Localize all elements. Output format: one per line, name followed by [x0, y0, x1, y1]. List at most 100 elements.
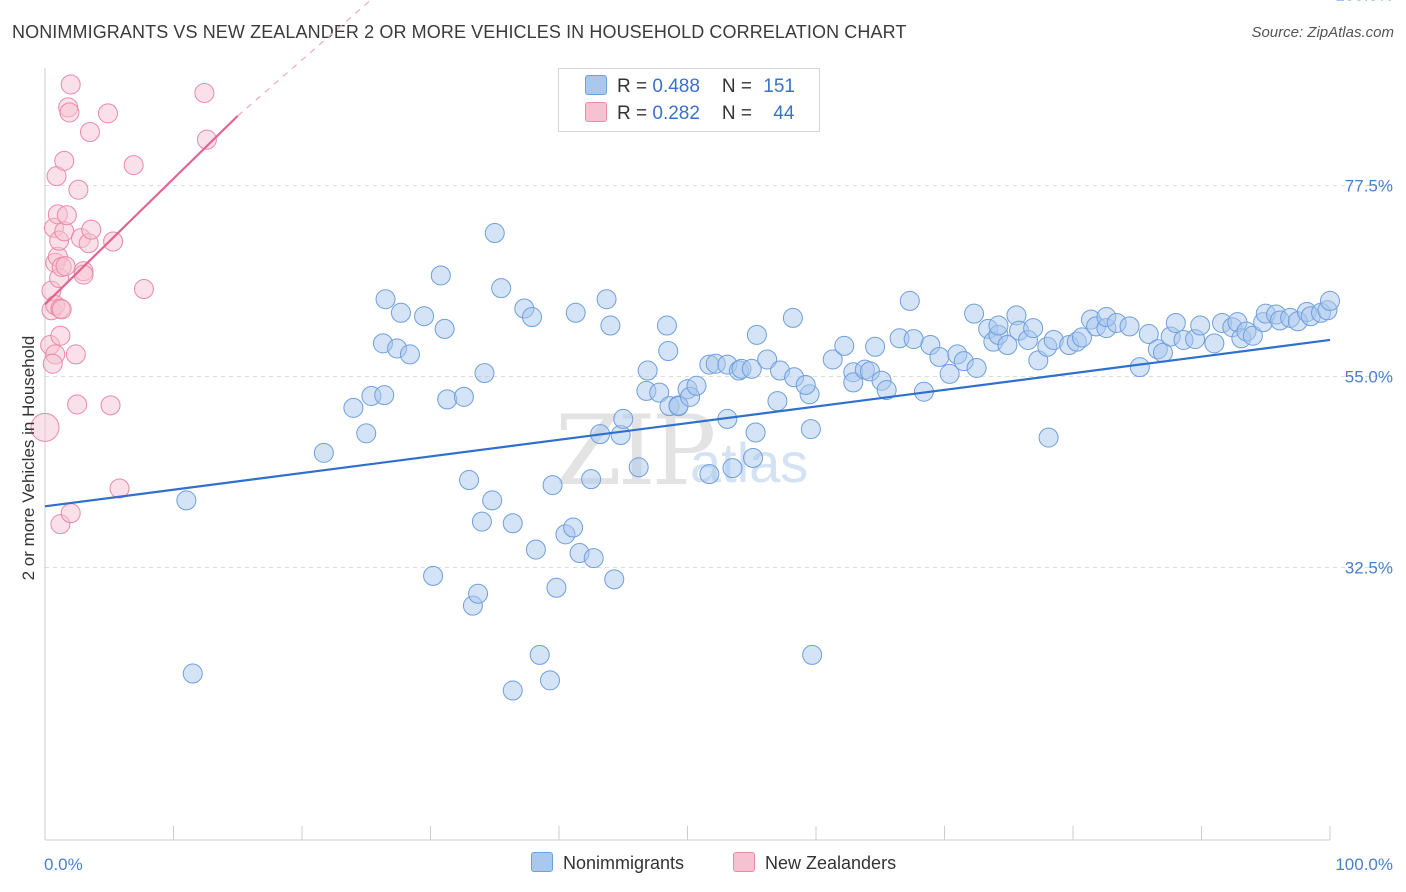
- blue-point: [374, 385, 395, 406]
- blue-point: [540, 670, 561, 691]
- blue-point: [414, 306, 435, 327]
- pink-point: [60, 503, 81, 524]
- blue-point: [802, 644, 823, 665]
- y-tick-label: 32.5%: [1345, 558, 1393, 577]
- blue-point: [822, 349, 843, 370]
- blue-point: [1071, 327, 1092, 348]
- legend-r-label: R =: [617, 103, 653, 124]
- blue-point: [903, 329, 924, 350]
- legend-row-new-zealanders: R = 0.282 N = 44: [585, 102, 794, 126]
- y-tick-label: 100.0%: [1335, 0, 1393, 5]
- blue-point: [502, 513, 523, 534]
- pink-point: [30, 412, 60, 442]
- blue-point: [800, 419, 821, 440]
- blue-point: [596, 289, 617, 310]
- blue-point: [964, 303, 985, 324]
- blue-point: [628, 457, 649, 478]
- blue-point: [468, 583, 489, 604]
- blue-point: [583, 548, 604, 569]
- blue-point: [600, 315, 621, 336]
- blue-point: [434, 318, 455, 339]
- pink-point: [56, 205, 77, 226]
- blue-point: [1138, 324, 1159, 345]
- blue-point: [1119, 316, 1140, 337]
- blue-point: [471, 511, 492, 532]
- series-name-nonimmigrants: Nonimmigrants: [563, 853, 685, 873]
- blue-point: [741, 358, 762, 379]
- blue-point: [343, 397, 364, 418]
- watermark-zip: ZIP: [555, 395, 716, 507]
- pink-point: [133, 279, 154, 300]
- blue-point: [491, 278, 512, 299]
- blue-point: [399, 344, 420, 365]
- blue-point: [1038, 427, 1059, 448]
- blue-point: [565, 302, 586, 323]
- blue-point: [529, 644, 550, 665]
- blue-point: [1165, 312, 1186, 333]
- trend-line-nonimmigrants: [44, 338, 1331, 508]
- blue-point: [542, 475, 563, 496]
- blue-point: [966, 357, 987, 378]
- trend-line-new-zealanders: [44, 115, 239, 306]
- blue-point: [484, 223, 505, 244]
- blue-point: [782, 307, 803, 328]
- blue-point: [563, 517, 584, 538]
- blue-point: [899, 290, 920, 311]
- blue-point: [757, 349, 778, 370]
- legend-n-label: N =: [721, 76, 758, 97]
- blue-point: [795, 374, 816, 395]
- blue-point: [430, 265, 451, 286]
- blue-point: [581, 469, 602, 490]
- blue-point: [1242, 325, 1263, 346]
- pink-point: [60, 74, 81, 95]
- trend-lines: [44, 0, 1331, 508]
- blue-point: [453, 386, 474, 407]
- blue-point: [656, 315, 677, 336]
- pink-point: [68, 179, 89, 200]
- blue-point: [1190, 315, 1211, 336]
- y-axis-label: 2 or more Vehicles in Household: [19, 336, 38, 581]
- pink-point: [97, 103, 118, 124]
- blue-point: [437, 389, 458, 410]
- pink-point: [196, 129, 217, 150]
- blue-point: [843, 372, 864, 393]
- blue-point: [767, 391, 788, 412]
- blue-point: [182, 663, 203, 684]
- axes: [44, 68, 1330, 841]
- blue-point: [356, 423, 377, 444]
- series-nonimmigrants: [176, 223, 1340, 701]
- blue-point: [423, 565, 444, 586]
- blue-point: [502, 680, 523, 701]
- blue-point: [658, 340, 679, 361]
- legend-row-nonimmigrants: R = 0.488 N = 151: [585, 75, 795, 99]
- pink-point: [54, 150, 75, 171]
- legend-n-value: 151: [763, 76, 795, 97]
- grid-lines: [45, 184, 1392, 568]
- blue-point: [525, 539, 546, 560]
- blue-point: [699, 464, 720, 485]
- blue-point: [743, 447, 764, 468]
- blue-point: [1023, 318, 1044, 339]
- blue-point: [482, 490, 503, 511]
- pink-point: [55, 256, 76, 277]
- legend-n-label: N =: [721, 103, 758, 124]
- blue-point: [649, 382, 670, 403]
- pink-point: [59, 102, 80, 123]
- blue-point: [834, 335, 855, 356]
- blue-point: [997, 335, 1018, 356]
- pink-point: [67, 394, 88, 415]
- blue-point: [1129, 357, 1150, 378]
- blue-point: [686, 375, 707, 396]
- blue-point: [459, 470, 480, 491]
- chart-title: NONIMMIGRANTS VS NEW ZEALANDER 2 OR MORE…: [12, 22, 907, 42]
- pink-point: [65, 344, 86, 365]
- pink-point: [194, 82, 215, 103]
- source-credit: Source: ZipAtlas.com: [1251, 24, 1394, 41]
- pink-swatch: [733, 852, 755, 872]
- pink-swatch: [585, 102, 607, 122]
- pink-point: [103, 231, 124, 252]
- pink-point: [109, 478, 130, 499]
- blue-point: [876, 380, 897, 401]
- blue-point: [939, 363, 960, 384]
